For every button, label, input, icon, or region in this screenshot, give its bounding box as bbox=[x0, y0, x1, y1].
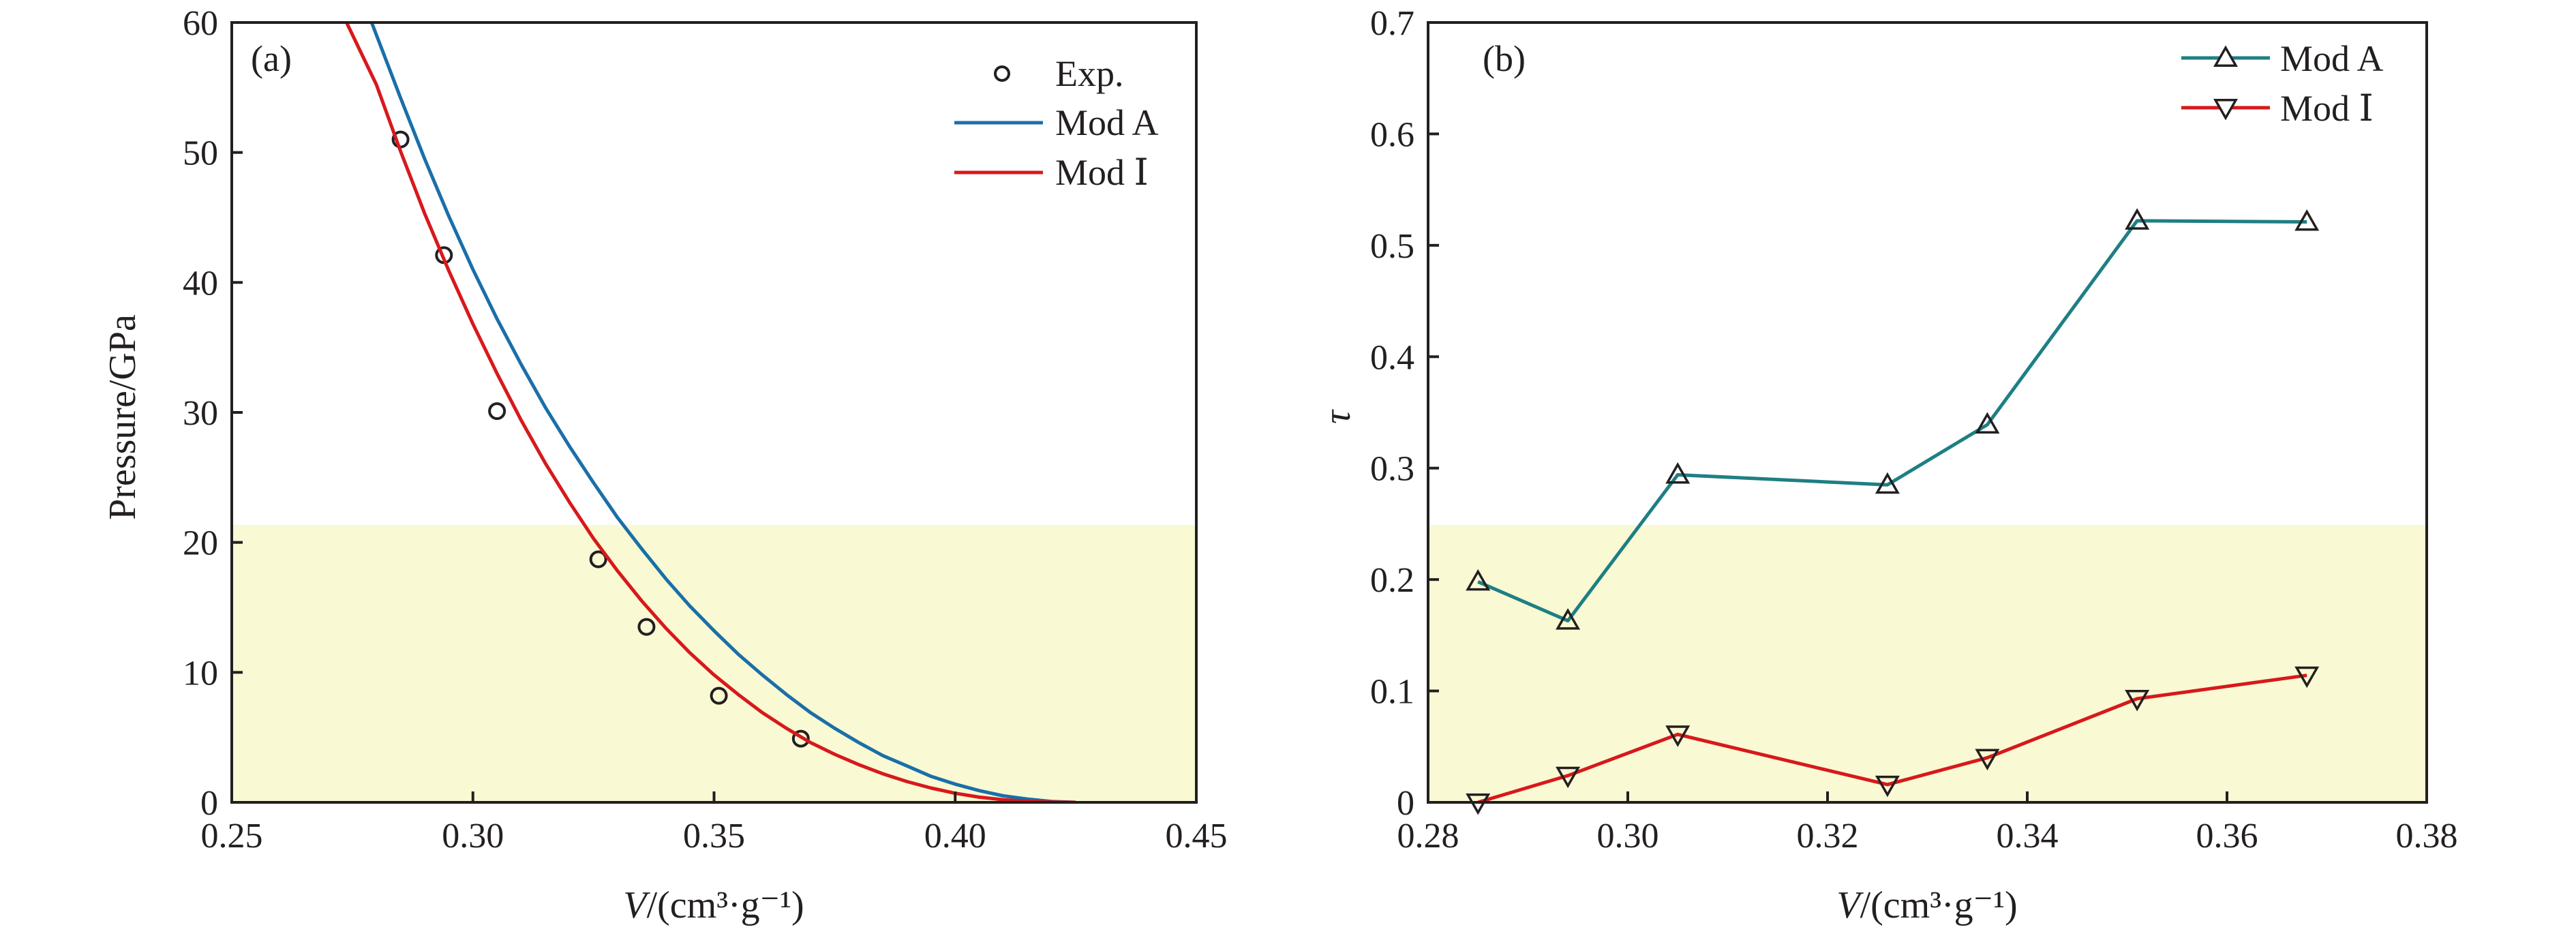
a-y-tick-label-5: 50 bbox=[183, 134, 218, 173]
b-y-tick-label-7: 0.7 bbox=[1370, 4, 1414, 43]
b-series-1-line bbox=[1477, 674, 2307, 802]
panel-a-axes: 0.25 0.30 0.35 0.40 0.45 0 10 20 30 40 50 60 bbox=[183, 4, 1228, 856]
panel-b-y-axis-label: τ bbox=[1316, 409, 1359, 424]
b-series-0 bbox=[1477, 219, 2307, 623]
b-series-0-point-1 bbox=[1556, 608, 1581, 630]
a-y-tick-label-0: 0 bbox=[200, 784, 218, 823]
a-x-tick-label-3: 0.40 bbox=[924, 817, 986, 856]
b-x-tick-label-4: 0.36 bbox=[2196, 817, 2258, 856]
b-y-tick-label-4: 0.4 bbox=[1370, 338, 1414, 377]
b-x-tick-label-0: 0.28 bbox=[1397, 817, 1459, 856]
panel-a-plot-area bbox=[345, 22, 1076, 802]
panel-a-legend: Exp. Mod A Mod Ⅰ bbox=[954, 53, 1159, 193]
a-series-0-point-3 bbox=[589, 550, 607, 569]
panel-a: 0.25 0.30 0.35 0.40 0.45 0 10 20 30 40 50 60 (a) Pr… bbox=[102, 4, 1228, 926]
b-series-0-point-4 bbox=[1975, 412, 2000, 434]
a-series-1-line bbox=[369, 22, 1076, 802]
panel-b-label: (b) bbox=[1483, 38, 1526, 79]
b-y-tick-label-6: 0.6 bbox=[1370, 115, 1414, 154]
a-series-0-point-5 bbox=[710, 686, 728, 705]
b-series-0-point-3 bbox=[1875, 472, 1900, 494]
panel-b: 0.28 0.30 0.32 0.34 0.36 0.38 0 0.1 0.2 0.3 0.4 0.5… bbox=[1316, 4, 2458, 926]
b-x-tick-label-1: 0.30 bbox=[1597, 817, 1659, 856]
b-series-0-point-2 bbox=[1665, 462, 1691, 484]
a-y-tick-label-4: 40 bbox=[183, 264, 218, 303]
b-y-tick-label-3: 0.3 bbox=[1370, 450, 1414, 489]
legend-b-mod-a-marker bbox=[2213, 45, 2239, 67]
b-y-tick-label-0: 0 bbox=[1397, 784, 1414, 823]
b-series-1-point-1 bbox=[1556, 766, 1581, 789]
a-x-tick-label-4: 0.45 bbox=[1166, 817, 1228, 856]
panel-a-y-axis-label: Pressure/GPa bbox=[102, 314, 144, 520]
panel-b-legend: Mod A Mod Ⅰ bbox=[2181, 38, 2384, 129]
panel-b-highlight-band bbox=[1428, 525, 2427, 802]
a-series-0-point-6 bbox=[791, 729, 810, 748]
panel-a-label: (a) bbox=[251, 38, 292, 79]
b-series-1 bbox=[1477, 674, 2307, 802]
b-series-1-point-3 bbox=[1875, 775, 1900, 798]
a-x-tick-label-1: 0.30 bbox=[442, 817, 504, 856]
b-series-1-point-2 bbox=[1665, 725, 1691, 747]
legend-b-mod-i-label: Mod Ⅰ bbox=[2280, 88, 2374, 129]
b-series-0-point-5 bbox=[2125, 208, 2150, 230]
panel-b-x-axis-label-var: V bbox=[1836, 884, 1864, 926]
a-series-0-point-4 bbox=[637, 618, 656, 636]
legend-b-mod-i-marker bbox=[2213, 99, 2239, 121]
panel-a-x-axis-label: V/(cm³·g⁻¹) bbox=[623, 884, 804, 926]
b-series-0-point-6 bbox=[2294, 209, 2320, 231]
b-y-tick-label-1: 0.1 bbox=[1370, 673, 1414, 712]
b-x-tick-label-2: 0.32 bbox=[1797, 817, 1859, 856]
b-y-tick-label-5: 0.5 bbox=[1370, 227, 1414, 266]
panel-a-highlight-band bbox=[232, 525, 1196, 802]
a-x-tick-label-2: 0.35 bbox=[683, 817, 745, 856]
a-y-tick-label-3: 30 bbox=[183, 394, 218, 433]
legend-b-mod-a-label: Mod A bbox=[2280, 38, 2384, 79]
panel-b-axes: 0.28 0.30 0.32 0.34 0.36 0.38 0 0.1 0.2 0.3 0.4 0.5… bbox=[1370, 4, 2458, 856]
b-series-0-line bbox=[1477, 219, 2307, 623]
legend-mod-i-label: Mod Ⅰ bbox=[1055, 152, 1149, 193]
b-series-1-point-4 bbox=[1975, 748, 2000, 771]
a-series-1 bbox=[369, 22, 1076, 802]
b-frame bbox=[1427, 21, 2428, 804]
panel-b-x-axis-label: V/(cm³·g⁻¹) bbox=[1836, 884, 2017, 926]
panel-b-plot-area bbox=[1466, 208, 2320, 815]
b-x-tick-label-3: 0.34 bbox=[1997, 817, 2059, 856]
b-x-tick-label-5: 0.38 bbox=[2396, 817, 2458, 856]
panel-a-x-axis-label-units: /(cm³·g⁻¹) bbox=[647, 884, 804, 926]
panel-a-x-axis-label-var: V bbox=[623, 884, 650, 926]
b-series-1-point-5 bbox=[2125, 690, 2150, 712]
legend-exp-marker bbox=[994, 65, 1010, 82]
a-x-tick-label-0: 0.25 bbox=[201, 817, 263, 856]
a-series-0-point-2 bbox=[488, 402, 506, 421]
a-y-tick-label-1: 10 bbox=[183, 654, 218, 693]
legend-mod-a-label: Mod A bbox=[1055, 102, 1159, 143]
b-series-0-point-0 bbox=[1466, 569, 1491, 591]
b-series-1-point-6 bbox=[2294, 666, 2320, 689]
panel-b-x-axis-label-units: /(cm³·g⁻¹) bbox=[1860, 884, 2018, 926]
a-y-tick-label-6: 60 bbox=[183, 4, 218, 43]
b-y-tick-label-2: 0.2 bbox=[1370, 561, 1414, 600]
a-y-tick-label-2: 20 bbox=[183, 524, 218, 563]
legend-exp-label: Exp. bbox=[1055, 53, 1124, 94]
